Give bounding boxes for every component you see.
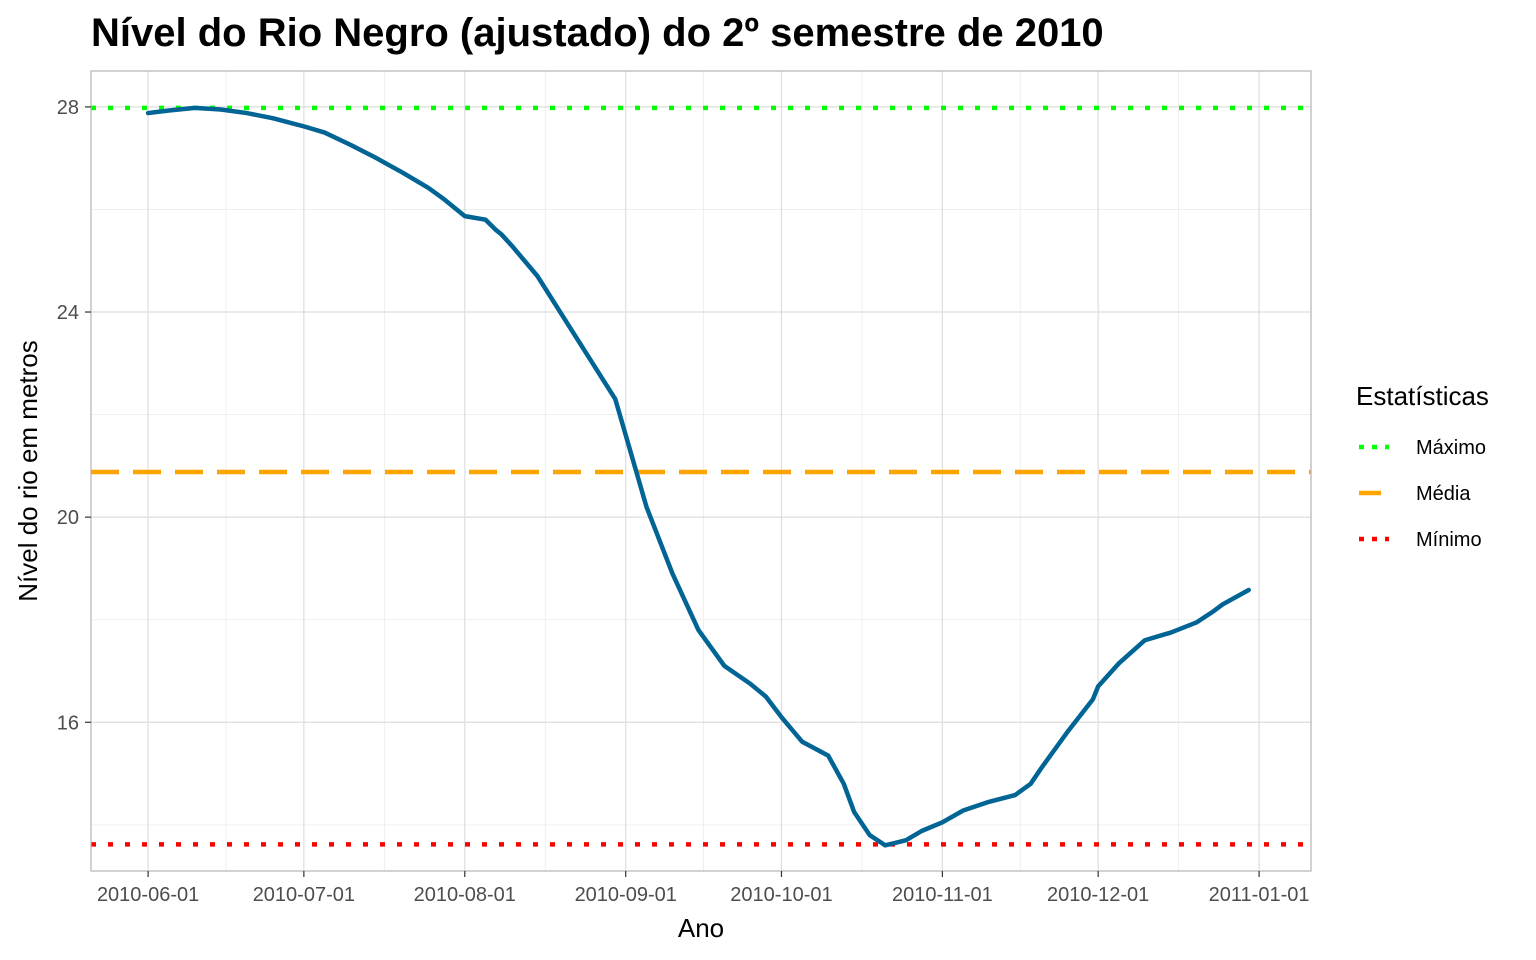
y-tick-label: 24 bbox=[57, 302, 79, 324]
legend-title: Estatísticas bbox=[1356, 381, 1489, 411]
x-tick-label: 2010-08-01 bbox=[414, 884, 516, 906]
y-tick-label: 28 bbox=[57, 97, 79, 119]
x-axis: 2010-06-01 2010-07-01 2010-08-01 2010-09-01… bbox=[97, 871, 1310, 906]
legend-label: Máximo bbox=[1416, 437, 1486, 459]
x-axis-title: Ano bbox=[678, 913, 724, 943]
y-tick-label: 20 bbox=[57, 507, 79, 529]
legend: Estatísticas Máximo Média Mínimo bbox=[1356, 381, 1489, 551]
x-tick-label: 2010-06-01 bbox=[97, 884, 199, 906]
chart-title: Nível do Rio Negro (ajustado) do 2º seme… bbox=[91, 11, 1104, 55]
x-tick-label: 2010-07-01 bbox=[253, 884, 355, 906]
x-tick-label: 2010-11-01 bbox=[892, 884, 993, 906]
legend-entries: Máximo Média Mínimo bbox=[1359, 437, 1486, 551]
x-tick-label: 2010-12-01 bbox=[1047, 884, 1149, 906]
series-line-0 bbox=[145, 105, 1251, 848]
y-axis: 16 20 24 28 bbox=[57, 97, 91, 734]
series-layer bbox=[145, 105, 1251, 848]
legend-label: Média bbox=[1416, 483, 1471, 505]
legend-label: Mínimo bbox=[1416, 529, 1482, 551]
plot-frame bbox=[90, 70, 1312, 872]
reference-lines bbox=[91, 105, 1311, 847]
y-axis-title: Nível do rio em metros bbox=[13, 340, 43, 602]
x-tick-label: 2010-10-01 bbox=[730, 884, 832, 906]
y-tick-label: 16 bbox=[57, 712, 79, 734]
plot-area bbox=[90, 70, 1312, 872]
grid-lines bbox=[91, 71, 1311, 871]
x-tick-label: 2011-01-01 bbox=[1209, 884, 1310, 906]
x-tick-label: 2010-09-01 bbox=[575, 884, 677, 906]
